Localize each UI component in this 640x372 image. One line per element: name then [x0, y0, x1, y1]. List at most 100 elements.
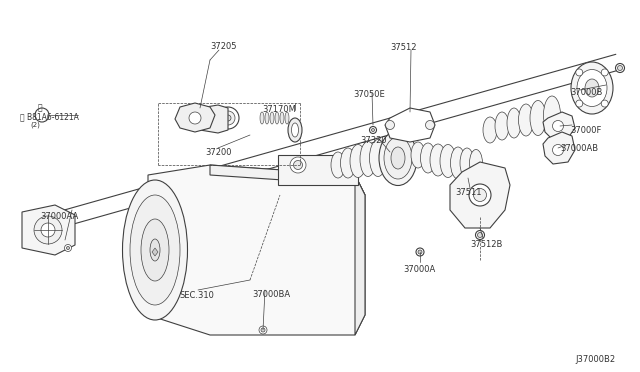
- Text: 37512: 37512: [390, 43, 417, 52]
- Ellipse shape: [518, 104, 534, 136]
- Ellipse shape: [275, 112, 279, 124]
- Ellipse shape: [189, 112, 201, 124]
- Ellipse shape: [507, 108, 521, 138]
- Text: 37511: 37511: [455, 188, 481, 197]
- Ellipse shape: [141, 219, 169, 281]
- Text: (2): (2): [30, 121, 40, 128]
- Ellipse shape: [440, 144, 456, 177]
- Ellipse shape: [369, 140, 387, 176]
- Ellipse shape: [469, 184, 491, 206]
- Ellipse shape: [217, 107, 239, 129]
- Text: Ⓑ: Ⓑ: [38, 103, 42, 112]
- Ellipse shape: [460, 148, 474, 178]
- Ellipse shape: [411, 142, 425, 168]
- Ellipse shape: [470, 150, 483, 176]
- Ellipse shape: [418, 250, 422, 254]
- Ellipse shape: [195, 109, 200, 115]
- Ellipse shape: [552, 121, 563, 131]
- Ellipse shape: [285, 112, 289, 124]
- Ellipse shape: [601, 69, 608, 76]
- Ellipse shape: [585, 79, 599, 97]
- Ellipse shape: [476, 231, 484, 240]
- Ellipse shape: [280, 112, 284, 124]
- Ellipse shape: [391, 147, 405, 169]
- Ellipse shape: [451, 147, 465, 179]
- Ellipse shape: [35, 108, 49, 122]
- Ellipse shape: [260, 112, 264, 124]
- Text: 37200: 37200: [205, 148, 232, 157]
- Ellipse shape: [576, 100, 583, 107]
- Bar: [278, 155, 358, 185]
- Text: 37320: 37320: [360, 136, 387, 145]
- Polygon shape: [543, 132, 575, 164]
- Ellipse shape: [350, 144, 366, 177]
- Ellipse shape: [576, 69, 583, 76]
- Ellipse shape: [294, 160, 303, 170]
- Ellipse shape: [530, 100, 546, 135]
- Ellipse shape: [270, 112, 274, 124]
- Text: 37000B: 37000B: [570, 88, 602, 97]
- Ellipse shape: [384, 137, 412, 179]
- Ellipse shape: [291, 123, 298, 137]
- Ellipse shape: [385, 121, 394, 129]
- Polygon shape: [200, 105, 228, 133]
- Ellipse shape: [495, 112, 509, 140]
- Ellipse shape: [477, 232, 483, 237]
- Polygon shape: [148, 165, 365, 335]
- Ellipse shape: [616, 64, 625, 73]
- Ellipse shape: [225, 115, 231, 121]
- Text: SEC.310: SEC.310: [180, 291, 215, 300]
- Ellipse shape: [571, 62, 613, 114]
- Ellipse shape: [340, 148, 355, 178]
- Text: Ⓑ B81A6-6121A: Ⓑ B81A6-6121A: [20, 112, 79, 121]
- Ellipse shape: [65, 244, 72, 251]
- Text: 37512B: 37512B: [470, 240, 502, 249]
- Ellipse shape: [259, 326, 267, 334]
- Polygon shape: [385, 108, 435, 142]
- Ellipse shape: [420, 143, 435, 173]
- Polygon shape: [175, 103, 215, 132]
- Ellipse shape: [290, 157, 306, 173]
- Ellipse shape: [577, 70, 607, 106]
- Ellipse shape: [601, 100, 608, 107]
- Ellipse shape: [371, 128, 374, 131]
- Polygon shape: [450, 162, 510, 228]
- Polygon shape: [210, 165, 365, 195]
- Ellipse shape: [331, 152, 345, 178]
- Text: 37000A: 37000A: [403, 265, 435, 274]
- Polygon shape: [355, 175, 365, 335]
- Ellipse shape: [416, 248, 424, 256]
- Ellipse shape: [130, 195, 180, 305]
- Text: 37000AA: 37000AA: [40, 212, 78, 221]
- Ellipse shape: [221, 111, 235, 125]
- Ellipse shape: [552, 144, 563, 155]
- Polygon shape: [152, 248, 158, 256]
- Polygon shape: [22, 205, 75, 255]
- Ellipse shape: [369, 126, 376, 134]
- Ellipse shape: [122, 180, 188, 320]
- Text: J37000B2: J37000B2: [575, 355, 615, 364]
- Ellipse shape: [67, 247, 70, 250]
- Text: 37000AB: 37000AB: [560, 144, 598, 153]
- Ellipse shape: [379, 131, 417, 186]
- Text: 37050E: 37050E: [353, 90, 385, 99]
- Ellipse shape: [288, 118, 302, 142]
- Ellipse shape: [34, 216, 62, 244]
- Ellipse shape: [543, 96, 561, 134]
- Ellipse shape: [150, 239, 160, 261]
- Text: 37000BA: 37000BA: [252, 290, 290, 299]
- Text: 37205: 37205: [210, 42, 237, 51]
- Ellipse shape: [261, 328, 265, 332]
- Ellipse shape: [360, 141, 376, 176]
- Ellipse shape: [265, 112, 269, 124]
- Polygon shape: [543, 112, 575, 140]
- Ellipse shape: [193, 107, 203, 117]
- Ellipse shape: [483, 117, 497, 143]
- Ellipse shape: [430, 144, 446, 176]
- Ellipse shape: [474, 189, 486, 202]
- Ellipse shape: [41, 223, 55, 237]
- Text: 37000F: 37000F: [570, 126, 602, 135]
- Ellipse shape: [618, 65, 623, 71]
- Ellipse shape: [426, 121, 435, 129]
- Text: 37170M: 37170M: [262, 105, 296, 114]
